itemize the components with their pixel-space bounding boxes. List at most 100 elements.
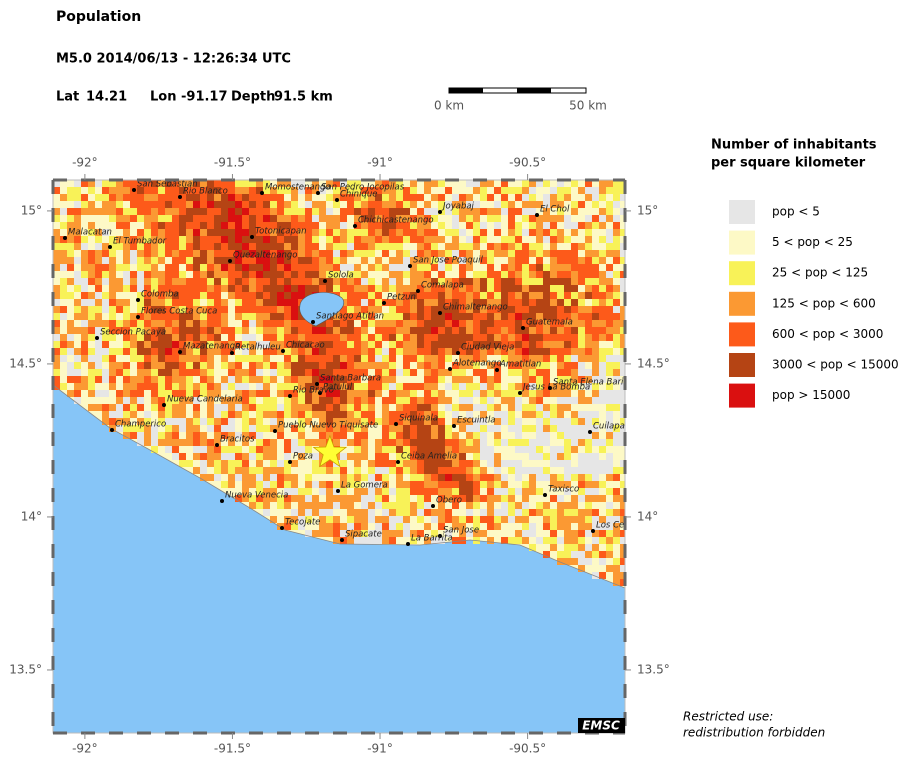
pop-cell [599,271,606,278]
pop-cell [53,250,60,257]
pop-cell [354,432,361,439]
pop-cell [613,320,620,327]
pop-cell [207,313,214,320]
pop-cell [578,509,585,516]
pop-cell [354,369,361,376]
pop-cell [564,481,571,488]
pop-cell [375,264,382,271]
pop-cell [564,439,571,446]
pop-cell [396,243,403,250]
pop-cell [515,397,522,404]
pop-cell [109,299,116,306]
pop-cell [494,432,501,439]
pop-cell [585,194,592,201]
pop-cell [529,467,536,474]
pop-cell [550,411,557,418]
pop-cell [235,495,242,502]
city-label: Los Cerritos [596,521,647,531]
pop-cell [256,425,263,432]
pop-cell [193,334,200,341]
pop-cell [550,404,557,411]
pop-cell [270,362,277,369]
pop-cell [53,320,60,327]
pop-cell [550,537,557,544]
pop-cell [431,292,438,299]
pop-cell [557,292,564,299]
pop-cell [263,488,270,495]
pop-cell [67,215,74,222]
pop-cell [95,355,102,362]
pop-cell [319,215,326,222]
pop-cell [508,355,515,362]
pop-cell [144,320,151,327]
pop-cell [186,313,193,320]
pop-cell [270,369,277,376]
pop-cell [333,327,340,334]
pop-cell [424,453,431,460]
pop-cell [480,187,487,194]
pop-cell [522,390,529,397]
pop-cell [284,446,291,453]
pop-cell [123,285,130,292]
pop-cell [263,334,270,341]
pop-cell [347,502,354,509]
pop-cell [410,439,417,446]
pop-cell [172,411,179,418]
pop-cell [536,180,543,187]
pop-cell [375,460,382,467]
pop-cell [487,208,494,215]
pop-cell [508,467,515,474]
pop-cell [305,278,312,285]
pop-cell [347,530,354,537]
pop-cell [578,488,585,495]
pop-cell [536,327,543,334]
pop-cell [529,404,536,411]
pop-cell [613,579,620,586]
pop-cell [445,299,452,306]
pop-cell [410,355,417,362]
pop-cell [613,250,620,257]
pop-cell [599,558,606,565]
pop-cell [326,334,333,341]
pop-cell [571,201,578,208]
pop-cell [417,453,424,460]
pop-cell [557,334,564,341]
pop-cell [347,187,354,194]
pop-cell [193,208,200,215]
pop-cell [466,446,473,453]
pop-cell [473,222,480,229]
pop-cell [319,397,326,404]
pop-cell [109,194,116,201]
pop-cell [592,292,599,299]
pop-cell [179,460,186,467]
pop-cell [291,495,298,502]
pop-cell [277,292,284,299]
pop-cell [368,334,375,341]
pop-cell [158,376,165,383]
pop-cell [585,229,592,236]
pop-cell [242,467,249,474]
pop-cell [305,271,312,278]
pop-cell [95,313,102,320]
pop-cell [606,236,613,243]
pop-cell [130,432,137,439]
pop-cell [417,355,424,362]
pop-cell [578,334,585,341]
city-dot [335,198,339,202]
pop-cell [431,355,438,362]
pop-cell [571,495,578,502]
pop-cell [459,460,466,467]
pop-cell [424,229,431,236]
pop-cell [557,369,564,376]
pop-cell [193,453,200,460]
pop-cell [599,537,606,544]
pop-cell [396,383,403,390]
pop-cell [403,257,410,264]
pop-cell [550,418,557,425]
pop-cell [123,404,130,411]
pop-cell [445,439,452,446]
pop-cell [606,530,613,537]
pop-cell [396,446,403,453]
pop-cell [305,404,312,411]
pop-cell [207,271,214,278]
